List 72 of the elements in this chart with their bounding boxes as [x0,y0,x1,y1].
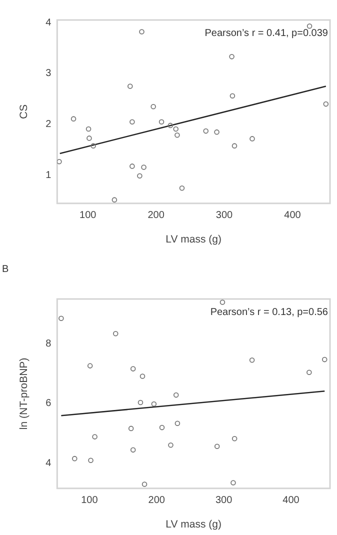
y-tick-label: 1 [46,170,52,182]
point [168,442,174,448]
y-tick-label: 3 [46,68,52,80]
y-tick-label: 2 [46,119,52,130]
point [141,164,146,170]
point [137,173,142,179]
x-tick-label: 200 [148,210,165,222]
point [173,392,179,398]
point [57,158,62,164]
point [214,444,220,449]
point [128,426,134,432]
point [58,316,64,322]
annotation: Pearson’s r = 0.13, p=0.56 [210,306,328,318]
point [323,101,329,107]
x-axis-title: LV mass (g) [166,518,222,531]
y-tick-label: 4 [46,458,52,469]
x-axis-title: LV mass (g) [166,234,222,246]
point [322,356,328,362]
point [174,132,180,138]
point [130,119,135,125]
y-axis-title: CS [18,104,30,119]
point [159,424,165,430]
x-tick-label: 100 [80,210,97,222]
point [158,119,164,125]
x-tick-label: 300 [215,495,233,506]
point [230,480,236,486]
point [139,29,144,34]
point [86,136,92,141]
point [86,126,92,132]
point [214,129,220,135]
point [151,401,157,407]
x-tick-label: 400 [284,210,302,222]
point [229,54,234,60]
x-tick-label: 400 [282,495,300,506]
point [112,330,118,336]
y-tick-label: 6 [46,398,52,410]
point [92,434,98,440]
point [220,300,226,305]
y-tick-label: 4 [46,17,52,28]
point [130,447,136,453]
point [150,104,156,110]
annotation: Pearson’s r = 0.41, p=0.039 [204,28,328,39]
x-tick-label: 200 [148,495,166,506]
point [232,436,238,442]
y-axis-title: ln (NT-proBNP) [18,358,30,430]
point [88,458,94,464]
point [112,197,118,202]
point [127,84,133,89]
y-tick-label: 8 [46,338,52,350]
point [130,164,135,169]
point [203,128,209,134]
point [230,93,236,99]
point [306,370,312,376]
point [174,420,180,426]
chart-title: B [2,264,9,275]
point [72,456,78,462]
point [90,143,96,148]
point [168,122,174,128]
point [179,185,185,191]
point [249,357,255,363]
point [130,366,136,372]
point [173,126,178,132]
point [140,374,146,379]
point [232,143,238,148]
point [138,400,144,406]
x-tick-label: 100 [81,495,98,506]
point [306,23,312,29]
point [142,482,148,487]
point [70,116,76,122]
point [250,136,255,142]
x-tick-label: 300 [216,210,234,222]
point [87,363,93,368]
